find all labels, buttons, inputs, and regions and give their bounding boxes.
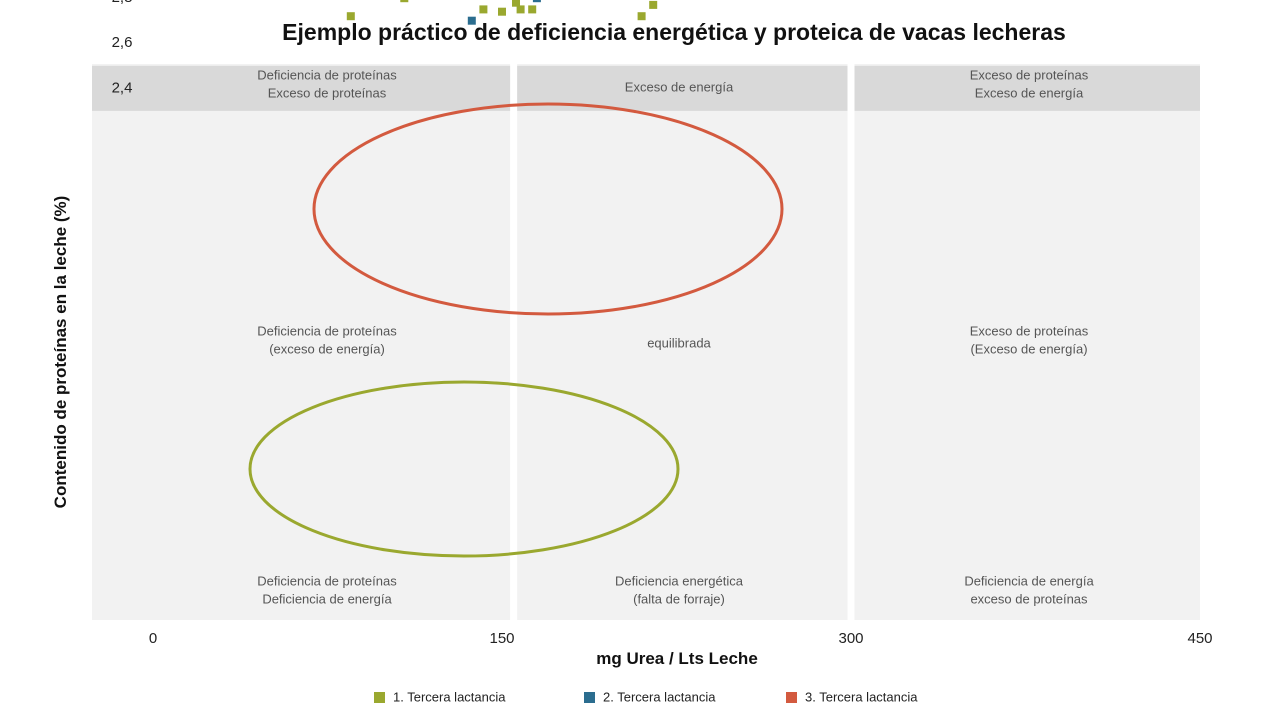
region-label: Deficiencia de energía [262,591,392,606]
region-label: Exceso de proteínas [970,323,1089,338]
region-label: Exceso de proteínas [970,67,1089,82]
green-group-ellipse [248,380,680,558]
region-labels: Deficiencia de proteínas Exceso de proteí… [257,67,1094,606]
region-label: (falta de forraje) [633,591,725,606]
data-point-series-2 [467,16,476,25]
x-axis-title: mg Urea / Lts Leche [596,649,758,668]
chart-title: Ejemplo práctico de deficiencia energéti… [282,19,1066,45]
region-label: Deficiencia de proteínas [257,323,397,338]
x-tick-label: 300 [838,630,863,647]
data-point-series-2 [532,0,541,3]
y-tick-label: 2,6 [112,34,133,51]
data-point-series-1 [516,5,525,14]
data-point-series-1 [649,0,658,9]
plot-background [92,64,1200,620]
legend-swatch-series-2 [584,692,595,703]
legend-swatch-series-3 [786,692,797,703]
data-point-series-1 [528,5,537,14]
y-tick-label: 2,8 [112,0,133,6]
region-label: equilibrada [647,335,711,350]
data-point-series-1 [637,12,646,21]
data-point-series-1 [512,0,520,7]
grid-band [92,65,1200,111]
region-label: (Exceso de energía) [970,341,1087,356]
data-point-series-1 [400,0,409,3]
data-point-series-1 [346,12,355,21]
legend: 1. Tercera lactancia 2. Tercera lactancia… [374,689,918,704]
legend-label-series-3: 3. Tercera lactancia [805,689,918,704]
legend-label-series-1: 1. Tercera lactancia [393,689,506,704]
region-label: (exceso de energía) [269,341,385,356]
legend-swatch-series-1 [374,692,385,703]
legend-label-series-2: 2. Tercera lactancia [603,689,716,704]
x-tick-label: 0 [149,630,157,647]
data-point-series-1 [479,5,488,14]
y-axis-ticks: 2,42,62,83,03,23,43,63,84,04,24,4 [112,0,133,96]
group-ellipses [248,102,784,558]
region-label: Exceso de energía [975,85,1084,100]
x-axis-ticks: 0 150 300 450 [149,630,1213,647]
region-label: exceso de proteínas [970,591,1088,606]
y-tick-label: 2,4 [112,79,133,96]
region-label: Deficiencia de proteínas [257,573,397,588]
x-tick-label: 150 [489,630,514,647]
data-points [346,0,658,25]
red-group-ellipse [312,102,784,316]
region-label: Deficiencia de energía [964,573,1094,588]
background-bands [92,64,1200,620]
region-label: Exceso de proteínas [268,85,387,100]
region-label: Deficiencia de proteínas [257,67,397,82]
data-point-series-1 [498,7,506,16]
x-tick-label: 450 [1187,630,1212,647]
region-label: Deficiencia energética [615,573,744,588]
y-axis-title: Contenido de proteínas en la leche (%) [51,196,70,509]
region-label: Exceso de energía [625,79,734,94]
